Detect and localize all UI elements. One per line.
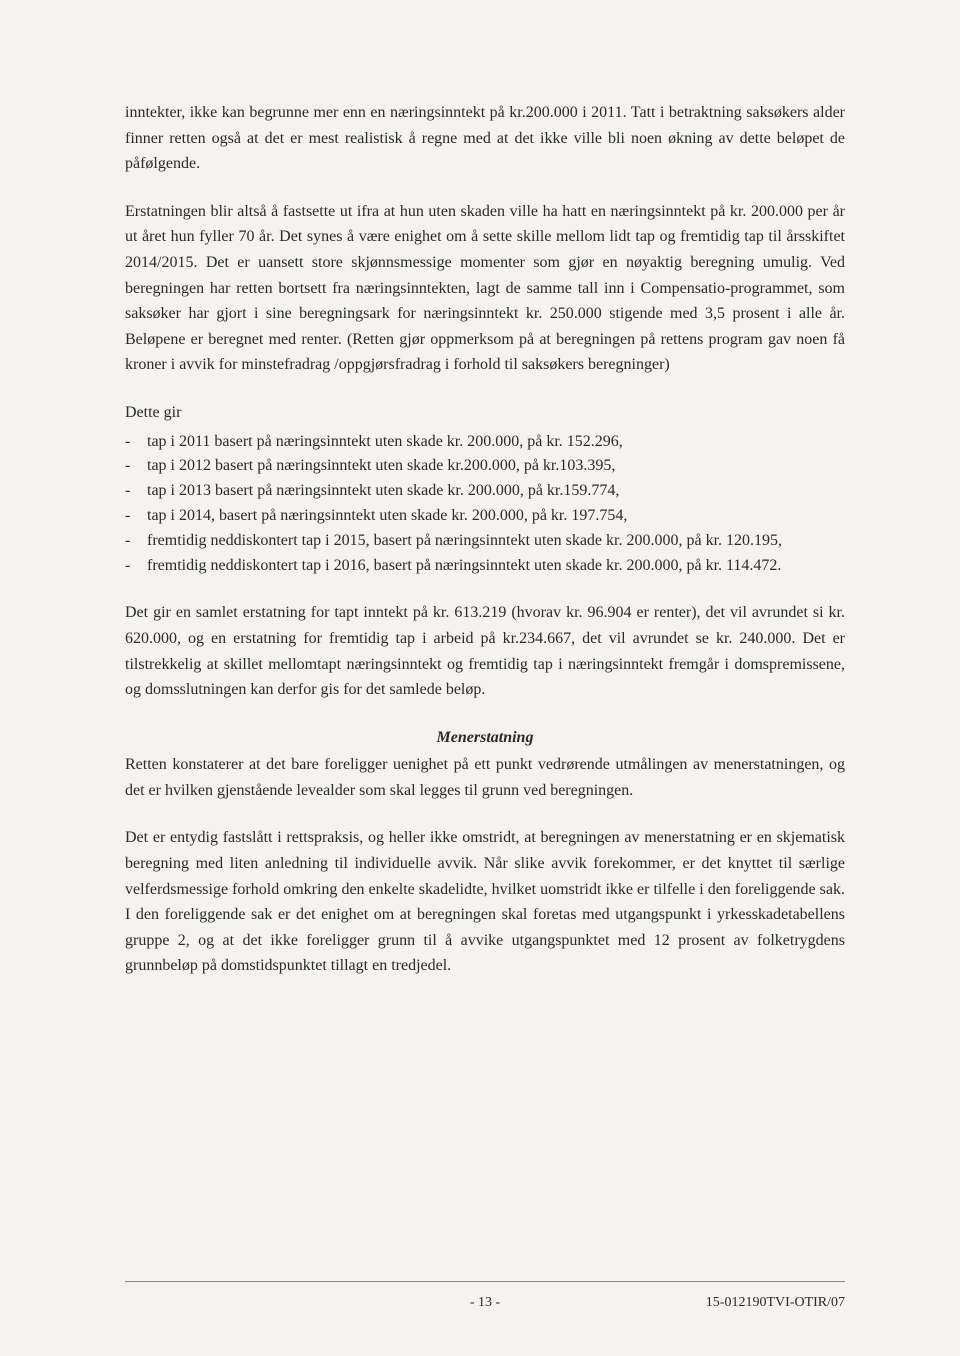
section-heading: Menerstatning (125, 725, 845, 751)
list-item: - tap i 2013 basert på næringsinntekt ut… (125, 479, 845, 504)
page-footer: - 13 - 15-012190TVI-OTIR/07 (125, 1281, 845, 1314)
list-dash: - (125, 430, 147, 455)
page-number: - 13 - (470, 1292, 500, 1314)
paragraph-5: Det er entydig fastslått i rettspraksis,… (125, 825, 845, 979)
list-text: fremtidig neddiskontert tap i 2016, base… (147, 554, 845, 579)
list-text: tap i 2013 basert på næringsinntekt uten… (147, 479, 845, 504)
case-reference: 15-012190TVI-OTIR/07 (706, 1292, 845, 1314)
list-text: tap i 2014, basert på næringsinntekt ute… (147, 504, 845, 529)
list-text: fremtidig neddiskontert tap i 2015, base… (147, 529, 845, 554)
list-item: - fremtidig neddiskontert tap i 2015, ba… (125, 529, 845, 554)
list-item: - fremtidig neddiskontert tap i 2016, ba… (125, 554, 845, 579)
paragraph-2: Erstatningen blir altså å fastsette ut i… (125, 199, 845, 378)
list-intro: Dette gir (125, 400, 845, 426)
paragraph-4: Retten konstaterer at det bare foreligge… (125, 752, 845, 803)
list-dash: - (125, 504, 147, 529)
list-item: - tap i 2011 basert på næringsinntekt ut… (125, 430, 845, 455)
list-dash: - (125, 454, 147, 479)
list-dash: - (125, 554, 147, 579)
list-text: tap i 2011 basert på næringsinntekt uten… (147, 430, 845, 455)
paragraph-1: inntekter, ikke kan begrunne mer enn en … (125, 100, 845, 177)
list-item: - tap i 2014, basert på næringsinntekt u… (125, 504, 845, 529)
list-text: tap i 2012 basert på næringsinntekt uten… (147, 454, 845, 479)
loss-list: - tap i 2011 basert på næringsinntekt ut… (125, 430, 845, 579)
paragraph-3: Det gir en samlet erstatning for tapt in… (125, 600, 845, 702)
list-item: - tap i 2012 basert på næringsinntekt ut… (125, 454, 845, 479)
list-dash: - (125, 529, 147, 554)
list-dash: - (125, 479, 147, 504)
